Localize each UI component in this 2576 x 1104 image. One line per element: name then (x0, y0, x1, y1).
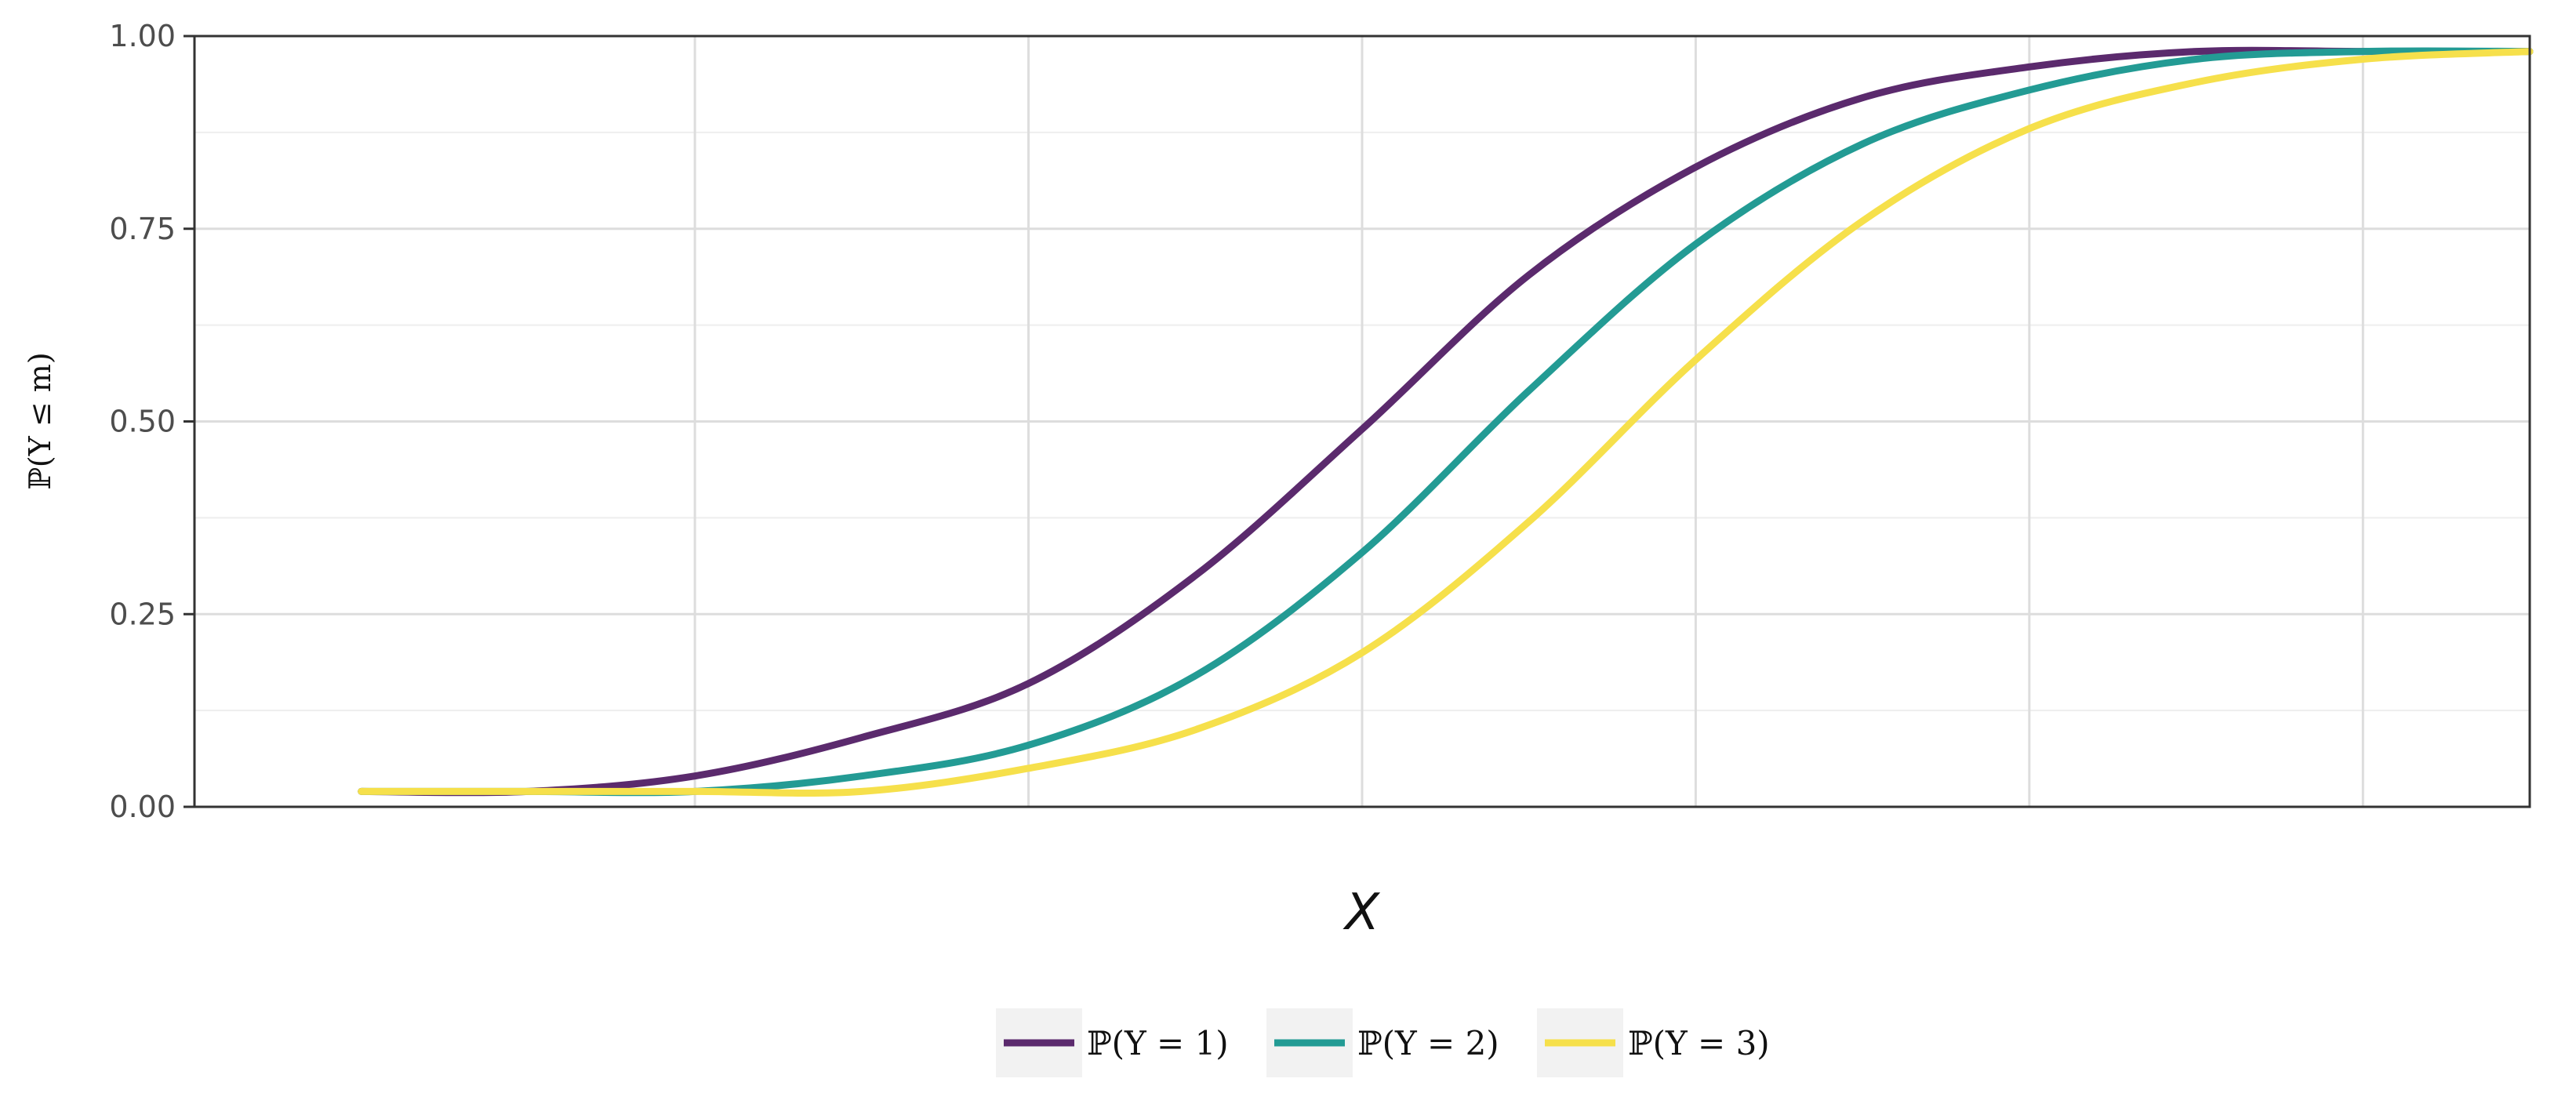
y-tick-label: 0.00 (109, 790, 176, 824)
y-tick-label: 0.25 (109, 597, 176, 631)
legend-label: ℙ(Y = 1) (1087, 1024, 1229, 1062)
legend-item-1: ℙ(Y = 1) (996, 1008, 1229, 1077)
legend-item-2: ℙ(Y = 2) (1266, 1008, 1499, 1077)
y-tick-label: 0.50 (109, 405, 176, 439)
legend-item-3: ℙ(Y = 3) (1537, 1008, 1770, 1077)
y-tick-label: 0.75 (109, 212, 176, 246)
y-tick-label: 1.00 (109, 19, 176, 53)
series-line-3 (358, 48, 2534, 797)
y-axis-title: ℙ(Y ≤ m) (23, 352, 57, 489)
legend-label: ℙ(Y = 3) (1628, 1024, 1770, 1062)
legend: ℙ(Y = 1) ℙ(Y = 2) ℙ(Y = 3) (996, 1008, 1770, 1077)
x-axis-title: X (1342, 884, 1380, 942)
series-lines (358, 46, 2534, 797)
series-line-1 (358, 46, 2534, 797)
legend-label: ℙ(Y = 2) (1357, 1024, 1499, 1062)
y-axis: 0.00 0.25 0.50 0.75 1.00 (109, 19, 194, 824)
